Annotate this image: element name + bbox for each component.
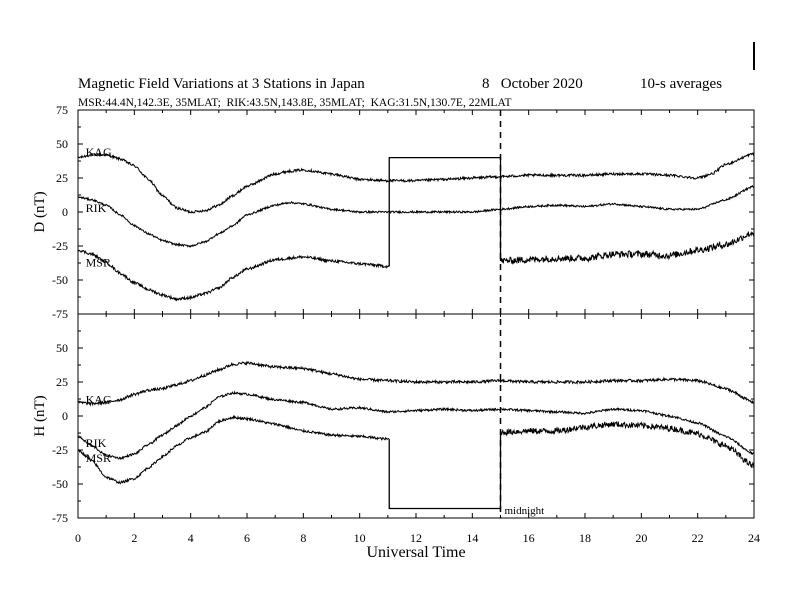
x-tick-label: 12: [410, 531, 422, 545]
y-tick-label: -25: [52, 443, 68, 457]
series-label-rik: RIK: [86, 201, 107, 215]
x-tick-label: 0: [75, 531, 81, 545]
chart-title: Magnetic Field Variations at 3 Stations …: [78, 76, 365, 92]
series-label-rik: RIK: [86, 436, 107, 450]
h-panel-frame: [77, 313, 755, 519]
y-tick-label: 50: [56, 341, 68, 355]
series-line-d-rik: [77, 184, 755, 248]
y-tick-label: -50: [52, 273, 68, 287]
series-line-h-rik: [77, 390, 755, 461]
y-tick-label: 75: [56, 103, 68, 117]
y-tick-label: 25: [56, 171, 68, 185]
y-tick-label: -50: [52, 477, 68, 491]
data-gap-box-h: [388, 432, 502, 510]
x-tick-label: 8: [300, 531, 306, 545]
y-tick-label: -25: [52, 239, 68, 253]
x-tick-label: 16: [523, 531, 535, 545]
x-axis-label: Universal Time: [366, 544, 465, 561]
x-tick-label: 2: [131, 531, 137, 545]
chart-date: 8 October 2020: [482, 76, 583, 92]
series-line-h-kag: [77, 360, 755, 407]
x-tick-label: 18: [579, 531, 591, 545]
y-tick-label: 25: [56, 375, 68, 389]
midnight-label: midnight: [505, 505, 545, 517]
stations-line: MSR:44.4N,142.3E, 35MLAT; RIK:43.5N,143.…: [78, 97, 512, 109]
h-axis-label: H (nT): [32, 395, 48, 436]
series-line-d-kag: [77, 152, 755, 214]
series-label-msr: MSR: [86, 255, 111, 269]
y-tick-label: -75: [52, 511, 68, 525]
y-tick-label: 0: [62, 205, 68, 219]
series-label-kag: KAG: [86, 145, 112, 159]
series-label-msr: MSR: [86, 451, 111, 465]
y-tick-label: 50: [56, 137, 68, 151]
x-tick-label: 10: [354, 531, 366, 545]
x-tick-label: 24: [748, 531, 760, 545]
chart-averaging: 10-s averages: [640, 76, 722, 92]
series-line-d-msr: [77, 230, 755, 302]
y-tick-label: 0: [62, 409, 68, 423]
d-axis-label: D (nT): [32, 191, 48, 232]
x-tick-label: 14: [466, 531, 478, 545]
x-tick-label: 22: [692, 531, 704, 545]
x-tick-label: 4: [188, 531, 194, 545]
x-tick-label: 20: [635, 531, 647, 545]
y-tick-label: -75: [52, 307, 68, 321]
series-line-h-msr: [77, 414, 755, 485]
series-label-kag: KAG: [86, 393, 112, 407]
x-tick-label: 6: [244, 531, 250, 545]
